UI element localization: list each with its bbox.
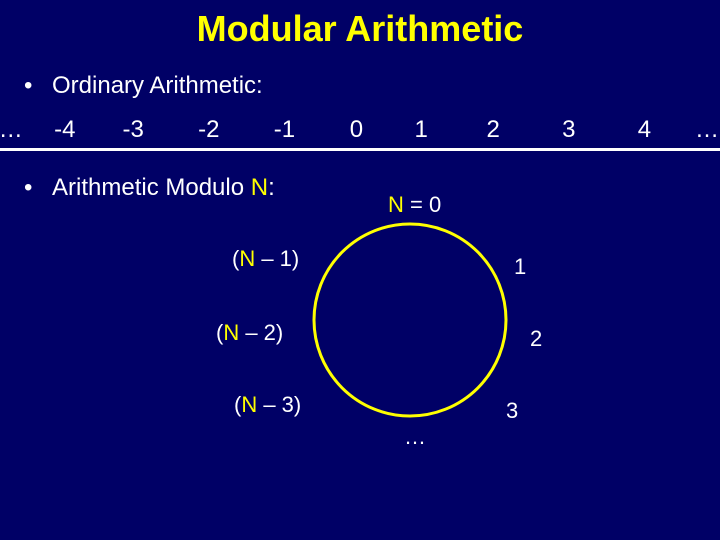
number-line-value: 4 [634, 116, 655, 144]
number-line-value: -3 [119, 116, 148, 144]
clock-label-top: N = 0 [388, 192, 441, 218]
clock-label-nm1: (N – 1) [232, 246, 299, 272]
clock-label-nm3: (N – 3) [234, 392, 301, 418]
clock-label-3: 3 [506, 398, 518, 424]
bullet-dot: • [24, 72, 52, 100]
number-line-value: -1 [270, 116, 299, 144]
number-line-value: 2 [483, 116, 504, 144]
number-line-rule [0, 148, 720, 151]
clock-label-nm2: (N – 2) [216, 320, 283, 346]
number-line-ellipsis-left: … [0, 116, 27, 144]
number-line-value: -4 [50, 116, 79, 144]
bullet-dot: • [24, 174, 52, 202]
number-line-value: 1 [411, 116, 432, 144]
bullet-modulo-suffix: : [268, 174, 275, 201]
bullet-ordinary: •Ordinary Arithmetic: [24, 72, 720, 100]
bullet-modulo-prefix: Arithmetic Modulo [52, 174, 251, 201]
page-title: Modular Arithmetic [0, 0, 720, 50]
number-line-value: 0 [346, 116, 367, 144]
number-line-value: 3 [558, 116, 579, 144]
clock-label-bottom: … [404, 424, 426, 450]
clock-label-2: 2 [530, 326, 542, 352]
clock-label-1: 1 [514, 254, 526, 280]
bullet-modulo-N: N [251, 174, 268, 201]
number-line-value: -2 [194, 116, 223, 144]
modulo-circle [314, 224, 506, 416]
modulo-section: •Arithmetic Modulo N: N = 0 1 2 3 … (N –… [0, 174, 720, 464]
number-line-ellipsis-right: … [691, 116, 720, 144]
number-line: … -4 -3 -2 -1 0 1 2 3 4 … [0, 134, 720, 174]
modulo-circle-svg [300, 210, 520, 430]
bullet-modulo: •Arithmetic Modulo N: [24, 174, 275, 202]
modulo-clock: N = 0 1 2 3 … (N – 1) (N – 2) (N – 3) [300, 210, 520, 430]
bullet-ordinary-text: Ordinary Arithmetic: [52, 72, 263, 99]
